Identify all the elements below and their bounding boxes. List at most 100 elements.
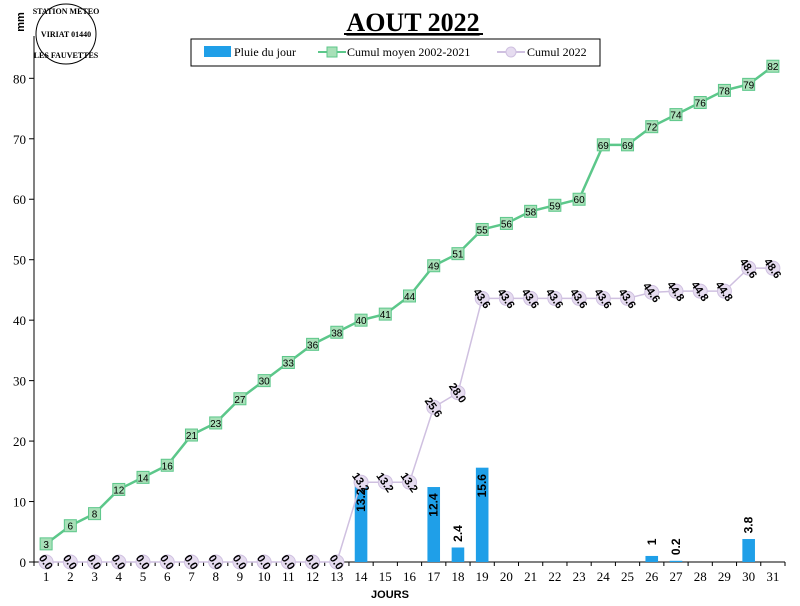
cum2022-marker: [668, 283, 684, 299]
x-tick-label: 13: [330, 569, 343, 584]
cum2022-marker: [474, 290, 490, 306]
moyen-data-label: 27: [234, 395, 246, 406]
data-labels: 13.2 12.4 2.4 15.6 1 0.2 3.8: [354, 474, 756, 555]
cum2022-data-label: 25.6: [422, 396, 444, 420]
rain-bar: [475, 467, 489, 562]
cum2022-data-label: 0.0: [109, 553, 128, 572]
moyen-marker: [233, 392, 247, 406]
y-tick-label: 20: [13, 434, 26, 449]
moyen-data-label: 69: [622, 141, 634, 152]
x-tick-label: 15: [379, 569, 392, 584]
cum2022-data-label: 0.0: [60, 553, 79, 572]
x-tick-label: 18: [451, 569, 464, 584]
moyen-data-label: 82: [767, 62, 779, 73]
moyen-data-label: 76: [695, 99, 707, 110]
moyen-marker: [88, 507, 102, 521]
cum2022-marker: [498, 290, 514, 306]
cum2022-marker: [426, 399, 442, 415]
moyen-data-label: 69: [598, 141, 610, 152]
x-tick-label: 6: [164, 569, 171, 584]
bar-data-label: 0.2: [669, 538, 683, 555]
y-tick-label: 40: [13, 313, 26, 328]
x-tick-label: 27: [669, 569, 683, 584]
y-tick-label: 60: [13, 192, 26, 207]
x-tick-label: 14: [355, 569, 369, 584]
moyen-marker: [63, 519, 77, 533]
rain-bar: [451, 547, 465, 562]
cum2022-data-label: 0.0: [181, 553, 200, 572]
moyen-marker: [112, 482, 126, 496]
x-axis-title: JOURS: [371, 589, 409, 601]
x-tick-label: 5: [140, 569, 147, 584]
moyen-marker: [451, 247, 465, 261]
cum2022-data-label: 0.0: [157, 553, 176, 572]
moyen-marker: [403, 289, 416, 303]
x-tick-label: 7: [188, 569, 195, 584]
moyen-marker: [209, 416, 223, 430]
moyen-marker: [136, 470, 150, 484]
moyen-data-label: 14: [137, 473, 149, 484]
moyen-data-label: 51: [452, 250, 464, 261]
x-tick-label: 20: [500, 569, 513, 584]
legend-label-cum2022: Cumul 2022: [527, 45, 587, 59]
cum2022-marker: [329, 554, 345, 570]
moyen-marker: [160, 458, 174, 472]
moyen-data-label: 56: [501, 219, 513, 230]
moyen-marker: [693, 96, 707, 110]
chart-title: AOUT 2022: [346, 8, 479, 37]
y-axis-title: mm: [15, 12, 27, 32]
stamp-text-middle: VIRIAT 01440: [41, 30, 91, 39]
moyen-data-label: 58: [525, 207, 537, 218]
cum2022-marker: [765, 260, 781, 276]
moyen-marker: [330, 325, 344, 339]
x-tick-label: 16: [403, 569, 417, 584]
moyen-marker: [766, 59, 780, 73]
legend-box: [190, 38, 601, 67]
x-tick-label: 30: [742, 569, 755, 584]
moyen-data-label: 3: [43, 540, 49, 551]
x-tick-label: 12: [306, 569, 319, 584]
cum2022-marker: [402, 474, 417, 490]
moyen-data-label: 59: [549, 201, 561, 212]
cum2022-marker: [353, 474, 369, 490]
moyen-marker: [621, 138, 635, 152]
bar-data-label: 3.8: [742, 516, 756, 533]
cum2022-marker: [305, 554, 321, 570]
moyen-data-label: 6: [68, 522, 74, 533]
station-stamp-logo: STATION METEO VIRIAT 01440 LES FAUVETTES: [33, 3, 100, 65]
moyen-data-label: 12: [113, 485, 125, 496]
x-tick-label: 2: [67, 569, 74, 584]
rain-bar: [669, 560, 683, 562]
moyen-marker: [742, 77, 756, 91]
cum2022-data-label: 0.0: [206, 553, 225, 572]
moyen-marker: [39, 537, 53, 551]
y-tick-label: 10: [13, 495, 26, 510]
stamp-text-top: STATION METEO: [33, 7, 100, 16]
bar-series: [354, 467, 755, 562]
rain-bar: [742, 539, 755, 562]
rain-bar: [354, 482, 368, 562]
cum2022-data-label: 43.6: [470, 287, 492, 311]
moyen-marker: [596, 138, 610, 152]
x-tick-label: 1: [43, 569, 50, 584]
moyen-marker: [524, 204, 538, 218]
legend: Pluie du jour Cumul moyen 2002-2021 Cumu…: [190, 38, 601, 67]
cum2022-marker: [595, 290, 611, 306]
moyen-data-label: 21: [186, 431, 198, 442]
cum2022-marker: [87, 554, 103, 570]
bar-data-label: 15.6: [475, 474, 489, 498]
cum2022-marker: [256, 554, 272, 570]
y-tick-label: 70: [13, 132, 26, 147]
x-tick-label: 23: [573, 569, 586, 584]
x-tick-label: 3: [91, 569, 98, 584]
y-tick-label: 30: [13, 374, 26, 389]
moyen-marker: [572, 192, 586, 206]
cum2022-marker: [644, 284, 660, 300]
cum2022-marker: [741, 260, 757, 276]
x-tick-label: 17: [427, 569, 441, 584]
cum2022-marker: [377, 474, 393, 490]
cum2022-marker: [620, 290, 636, 306]
bar-data-label: 2.4: [451, 525, 465, 542]
